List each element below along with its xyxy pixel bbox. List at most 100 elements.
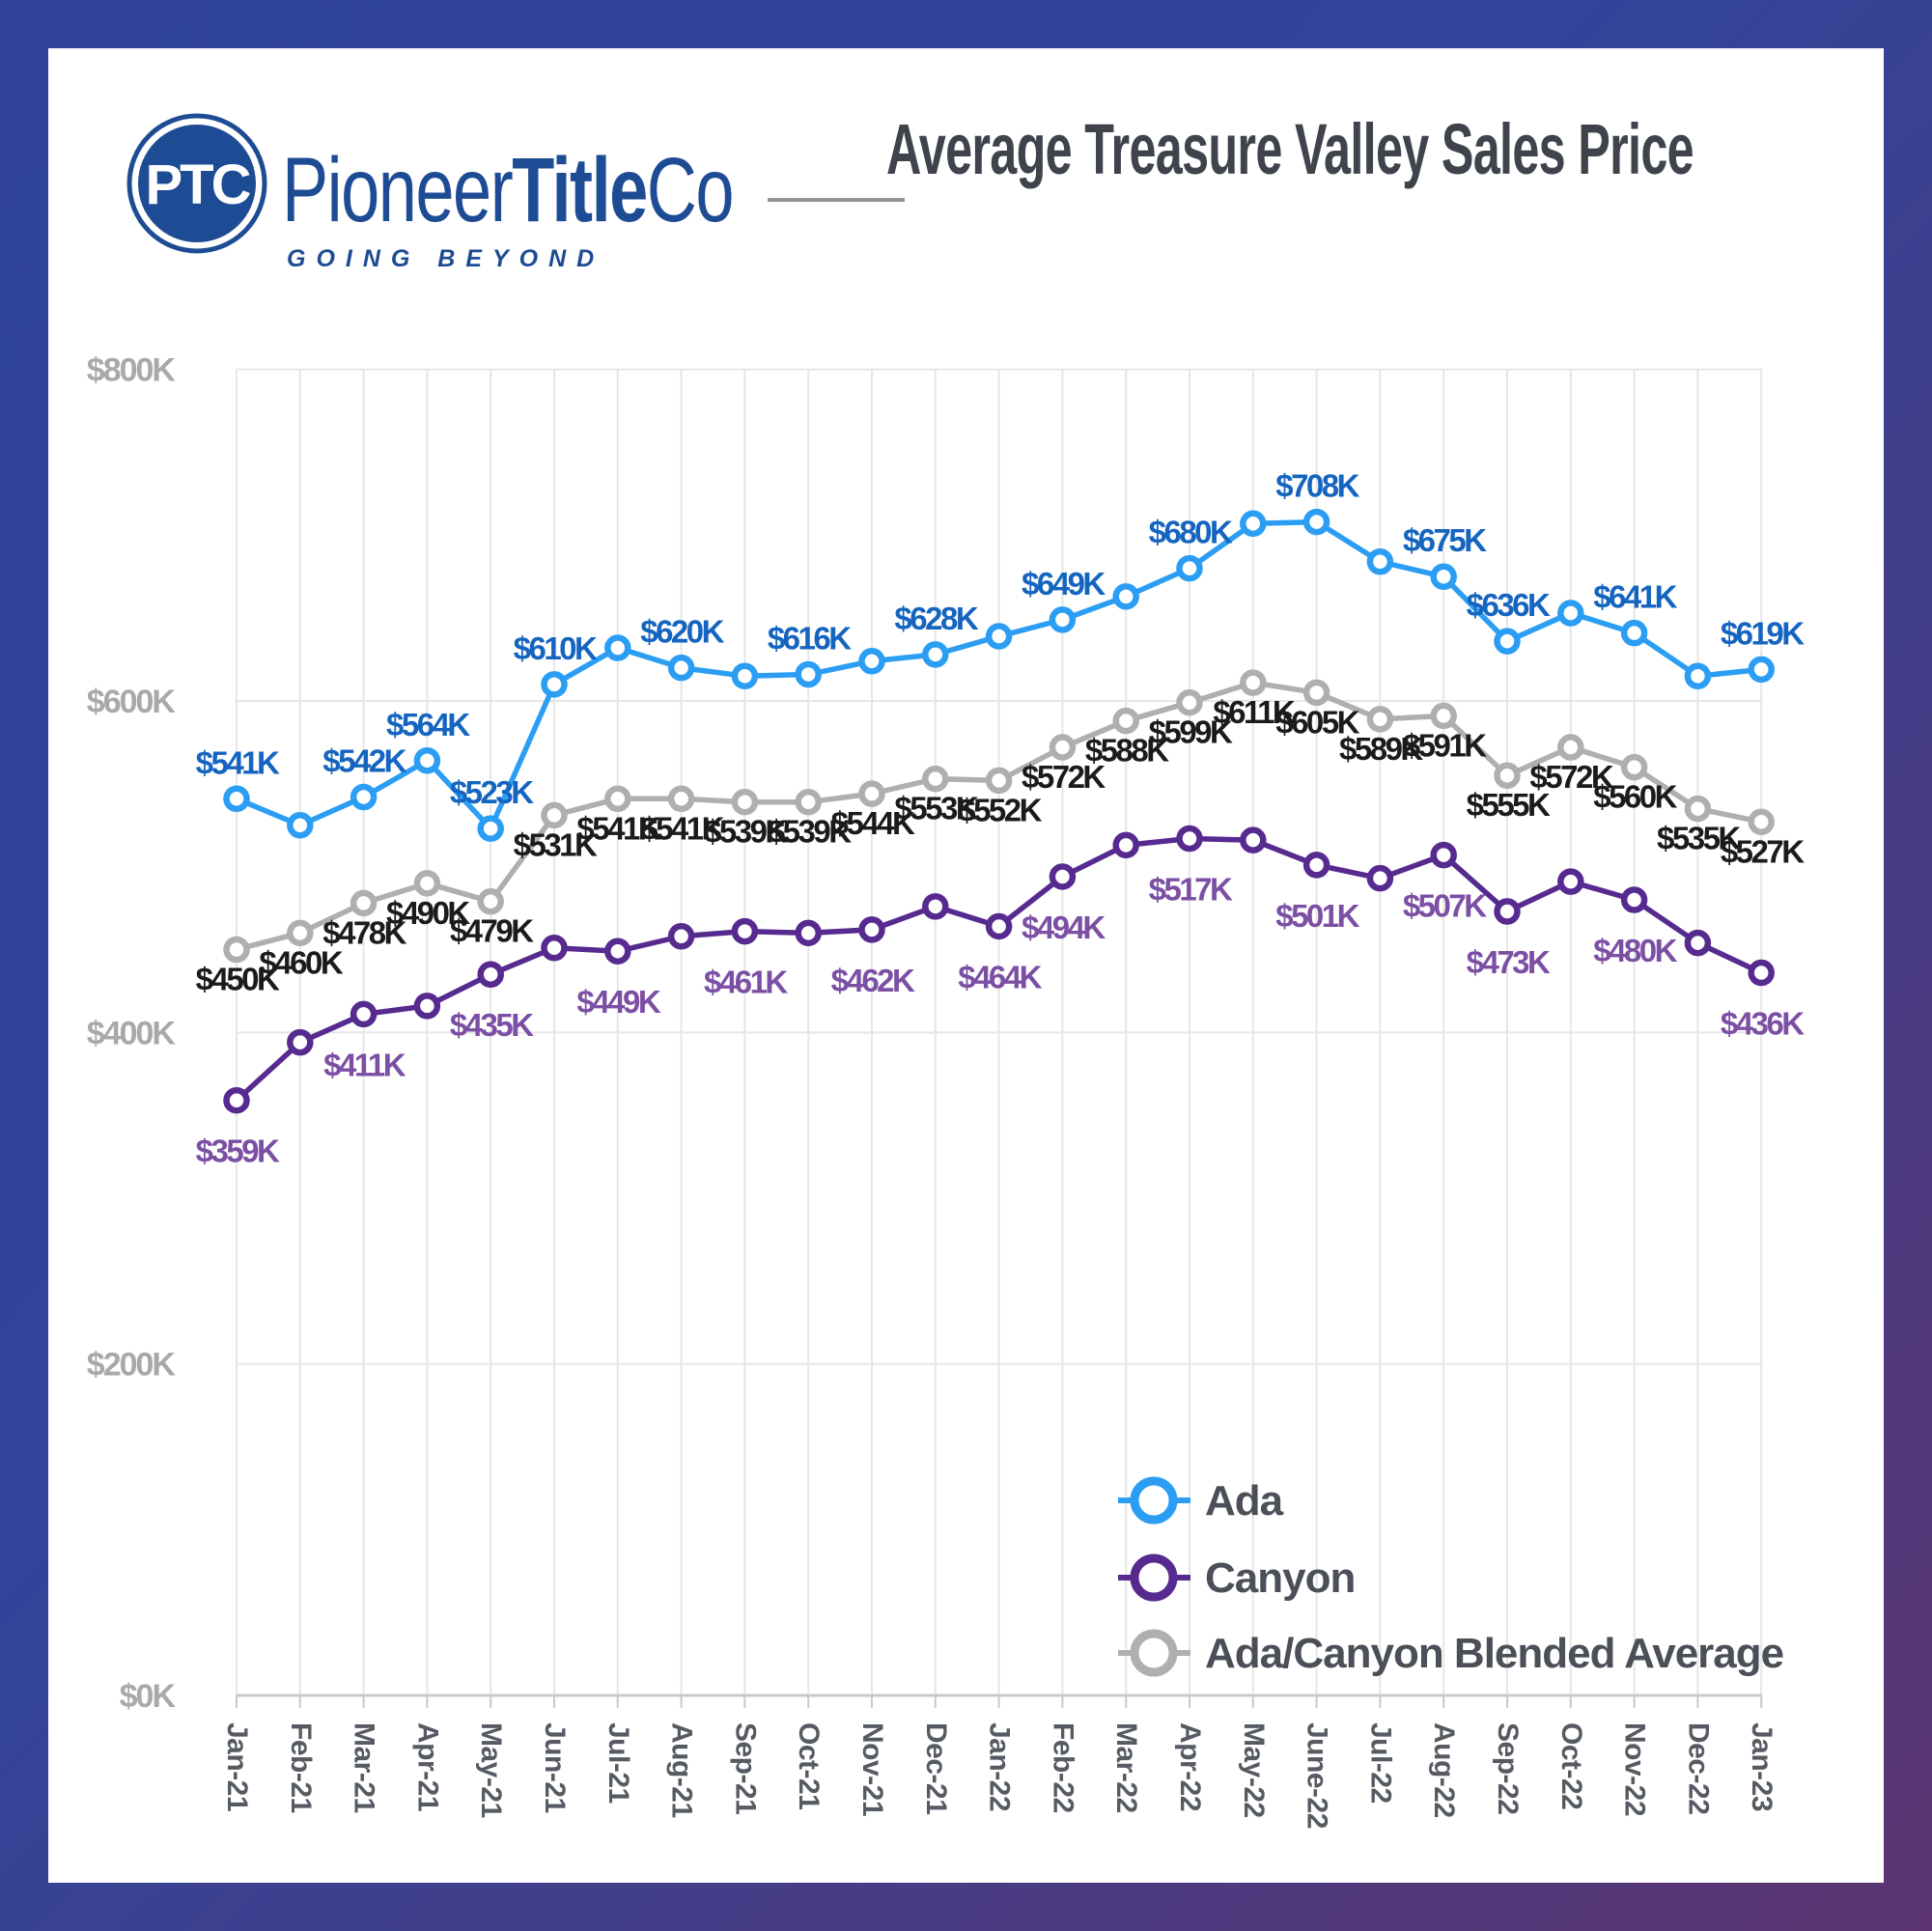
data-point-marker [667, 785, 695, 813]
x-tick-label: Apr-21 [411, 1722, 443, 1811]
data-point-marker [1112, 831, 1139, 859]
data-point-marker [1049, 606, 1077, 633]
x-tick-label: Mar-22 [1110, 1722, 1142, 1813]
x-tick-label: Feb-22 [1047, 1722, 1078, 1813]
data-point-marker [413, 747, 441, 774]
logo-outer-ring [126, 113, 267, 254]
x-tick-label: Jul-21 [602, 1722, 634, 1804]
data-point-label: $619K [1721, 615, 1805, 651]
data-point-label: $542K [322, 743, 406, 779]
legend-marker [1130, 1553, 1178, 1602]
title-separator-line [768, 198, 905, 202]
data-point-label: $572K [1529, 759, 1613, 795]
data-point-marker [1620, 886, 1648, 913]
x-tick-label: Feb-21 [285, 1722, 317, 1813]
data-point-marker [1240, 510, 1267, 538]
data-point-marker [731, 917, 759, 945]
data-point-marker [858, 916, 885, 943]
data-point-label: $541K [576, 810, 660, 846]
data-point-marker [1620, 619, 1648, 647]
x-tick-label: Oct-21 [793, 1722, 825, 1809]
x-tick-label: Oct-22 [1555, 1722, 1587, 1809]
x-axis [236, 1693, 1763, 1708]
x-tick-label: Aug-22 [1428, 1722, 1460, 1818]
data-point-label: $450K [196, 961, 280, 996]
data-point-label: $560K [1593, 779, 1677, 815]
data-point-label: $641K [1593, 579, 1677, 615]
data-point-label: $572K [1022, 759, 1106, 795]
data-point-marker [922, 893, 949, 920]
data-point-label: $591K [1403, 727, 1487, 763]
data-point-marker [1684, 795, 1712, 823]
data-point-label: $527K [1721, 833, 1805, 869]
data-point-label: $611K [1213, 694, 1296, 730]
data-point-label: $411K [323, 1047, 406, 1082]
data-point-marker [1366, 706, 1394, 733]
data-point-label: $507K [1403, 888, 1487, 924]
data-point-label: $359K [196, 1133, 280, 1169]
data-point-label: $531K [514, 826, 598, 862]
gridlines [236, 368, 1763, 1695]
data-point-marker [1494, 762, 1521, 789]
data-point-label: $523K [450, 774, 534, 810]
x-tick-label: Dec-22 [1682, 1722, 1714, 1814]
data-point-marker [731, 662, 759, 689]
data-point-marker [1557, 868, 1584, 895]
y-tick-label: $200K [87, 1347, 177, 1384]
legend-label: Canyon [1205, 1554, 1355, 1602]
data-point-marker [541, 935, 568, 962]
data-point-label: $636K [1467, 587, 1551, 623]
data-point-label: $541K [640, 810, 724, 846]
data-point-label: $680K [1149, 515, 1233, 550]
x-tick-label: Nov-21 [856, 1722, 888, 1816]
data-point-marker [922, 641, 949, 668]
data-point-marker [477, 815, 504, 842]
legend-item-ada: Ada [1118, 1476, 1285, 1525]
data-point-label: $535K [1657, 821, 1741, 856]
x-tick-label: Nov-22 [1619, 1722, 1651, 1816]
data-point-label: $541K [196, 744, 280, 780]
data-point-label: $599K [1149, 714, 1233, 750]
data-point-marker [1302, 852, 1330, 879]
data-point-label: $539K [704, 814, 788, 850]
data-point-label: $478K [322, 914, 406, 950]
data-point-label: $480K [1593, 933, 1677, 968]
data-point-marker [1684, 662, 1712, 689]
series-canyon [223, 825, 1775, 1114]
x-tick-label: June-22 [1302, 1722, 1333, 1829]
data-point-marker [1557, 734, 1584, 761]
data-point-marker [1112, 707, 1139, 735]
data-point-label: $473K [1467, 944, 1551, 980]
data-point-marker [985, 623, 1013, 650]
data-point-label: $544K [831, 805, 915, 841]
data-point-label: $628K [894, 601, 978, 636]
series-ada [223, 508, 1775, 842]
x-tick-label: Jan-23 [1746, 1722, 1778, 1811]
data-point-marker [1176, 688, 1203, 716]
data-point-marker [1049, 863, 1077, 890]
data-point-marker [1430, 702, 1457, 730]
labels-ada-canyon-blended-average: $450K$460K$478K$490K$479K$531K$541K$541K… [196, 694, 1807, 996]
data-point-marker [350, 783, 378, 811]
data-point-marker [667, 923, 695, 950]
ptc-logo: PTC [126, 113, 267, 254]
data-point-label: $464K [958, 959, 1042, 994]
x-axis-labels: Jan-21 Feb-21 Mar-21 Apr-21 May-21 Jun-21 Jul-… [221, 1722, 1778, 1829]
x-tick-label: Dec-21 [920, 1722, 952, 1814]
brand-wordmark: PioneerTitleCo [282, 145, 735, 237]
data-point-label: $588K [1085, 733, 1169, 769]
data-point-label: $552K [958, 792, 1042, 827]
data-point-marker [985, 912, 1013, 940]
data-point-marker [604, 938, 631, 965]
data-point-marker [1240, 669, 1267, 696]
data-point-marker [795, 788, 822, 816]
data-point-marker [413, 870, 441, 897]
data-point-marker [1494, 628, 1521, 655]
data-point-marker [541, 801, 568, 829]
x-tick-label: Jul-22 [1364, 1722, 1396, 1804]
x-tick-label: Apr-22 [1174, 1722, 1206, 1811]
legend-item-canyon: Canyon [1118, 1553, 1356, 1602]
data-point-label: $479K [450, 913, 534, 949]
data-point-label: $649K [1022, 566, 1106, 602]
